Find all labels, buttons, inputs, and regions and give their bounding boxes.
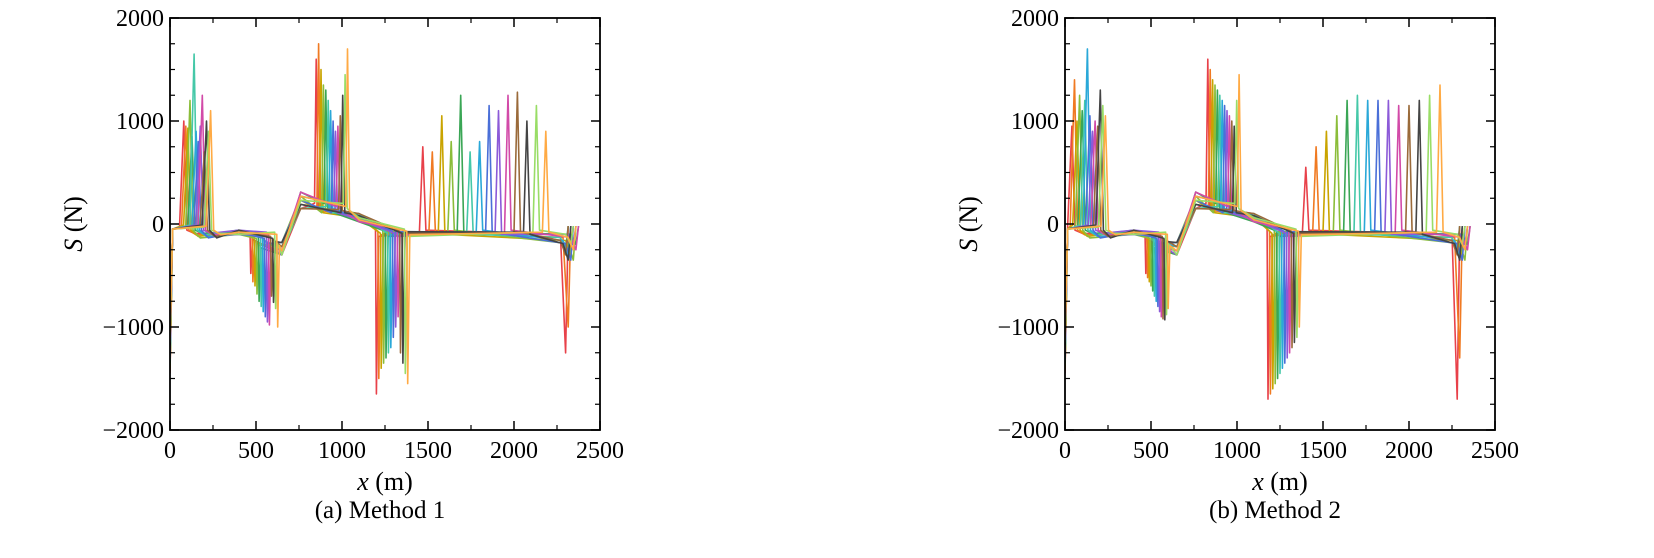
series-line-12 [170,94,572,364]
x-tick-label: 1500 [1299,438,1347,464]
series-line-11 [170,91,569,354]
x-axis-var: x [356,467,369,496]
x-tick-label: 1500 [404,438,452,464]
series-line-1 [1065,58,1461,400]
x-axis-label: x (m) [1251,467,1308,496]
x-tick-label: 2500 [576,438,624,464]
x-tick-label: 2000 [1385,438,1433,464]
x-axis-unit: (m) [1264,467,1308,496]
series-line-8 [1065,99,1466,364]
series-line-4 [1065,84,1469,385]
x-tick-label: 2500 [1471,438,1519,464]
y-tick-label: 1000 [1011,109,1059,135]
series-line-10 [170,94,580,351]
x-axis-unit: (m) [369,467,413,496]
x-tick-label: 500 [238,438,274,464]
y-tick-label: −1000 [997,315,1059,341]
series-group [1065,48,1471,400]
series-line-4 [170,84,577,366]
y-tick-label: 0 [152,212,164,238]
x-tick-label: 2000 [490,438,538,464]
series-line-6 [1065,94,1461,375]
x-tick-label: 1000 [318,438,366,464]
series-line-5 [170,89,580,364]
y-tick-label: 0 [1047,212,1059,238]
y-axis-var: S [954,239,983,252]
series-line-7 [1065,48,1464,369]
series-line-11 [1065,104,1461,349]
series-line-13 [1065,94,1466,343]
panel-method-1: 0 500 1000 1500 2000 2500 2000 1000 0 −1000 −2000 x… [59,6,624,524]
series-line-5 [1065,89,1471,380]
x-axis-var: x [1251,467,1264,496]
panel-caption: (a) Method 1 [315,497,446,524]
y-axis-var: S [59,239,88,252]
x-tick-label: 0 [164,438,176,464]
series-line-12 [1065,89,1464,346]
y-tick-label: 2000 [1011,6,1059,32]
series-line-13 [170,73,575,375]
y-axis-unit: (N) [59,196,88,239]
x-tick-label: 1000 [1213,438,1261,464]
y-tick-label: −2000 [997,418,1059,444]
series-line-10 [1065,104,1471,354]
y-tick-label: 1000 [116,109,164,135]
series-line-14 [1065,73,1469,340]
series-line-1 [170,58,569,395]
y-axis-label: S (N) [59,196,88,252]
y-axis-label: S (N) [954,196,983,252]
series-group [170,43,580,395]
x-tick-label: 0 [1059,438,1071,464]
series-line-14 [170,48,577,385]
panel-method-2: 0 500 1000 1500 2000 2500 2000 1000 0 −1000 −2000 x… [954,6,1519,524]
x-axis-label: x (m) [356,467,413,496]
y-tick-label: 2000 [116,6,164,32]
y-axis-unit: (N) [954,196,983,239]
y-tick-label: −1000 [102,315,164,341]
panel-caption: (b) Method 2 [1209,497,1341,524]
x-tick-label: 500 [1133,438,1169,464]
y-tick-label: −2000 [102,418,164,444]
series-line-8 [170,104,575,356]
series-line-6 [170,53,569,361]
